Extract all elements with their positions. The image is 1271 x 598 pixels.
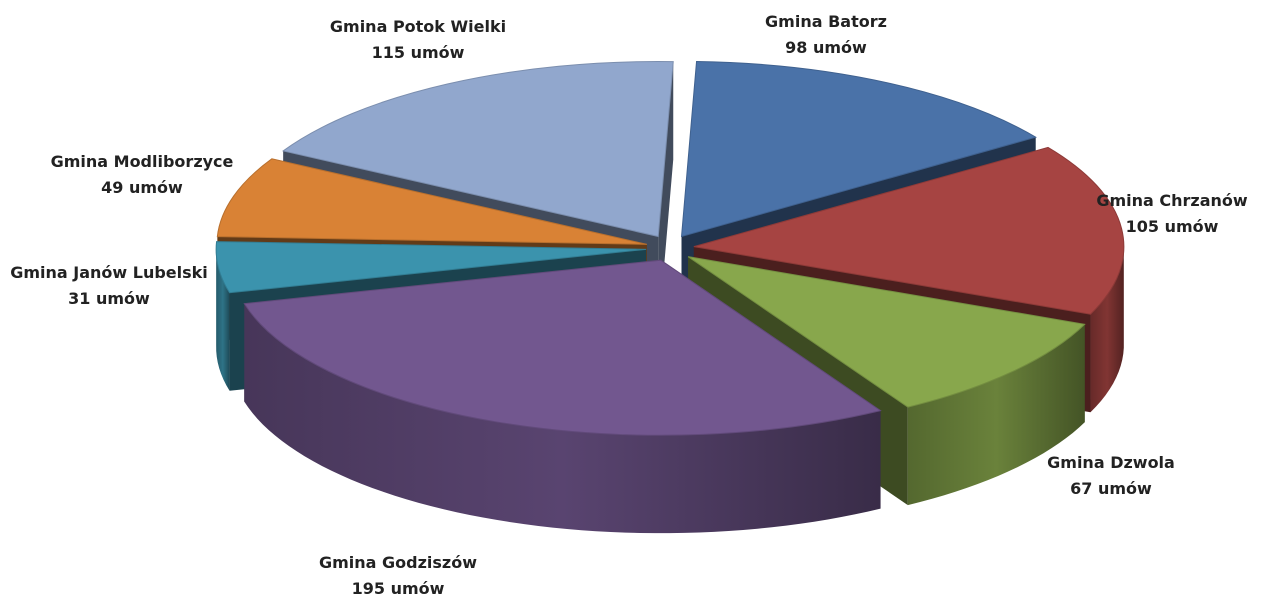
pie-slice xyxy=(693,146,1125,315)
slice-value-label: 67 umów xyxy=(1070,479,1152,498)
slice-name-label: Gmina Dzwola xyxy=(1047,453,1175,472)
slice-value-label: 105 umów xyxy=(1126,217,1219,236)
pie-labels: Gmina Batorz 98 umów Gmina Chrzanów 105 umó… xyxy=(10,12,1248,598)
slice-name-label: Gmina Chrzanów xyxy=(1096,191,1248,210)
pie-slice xyxy=(216,158,648,245)
slice-value-label: 115 umów xyxy=(372,43,465,62)
slice-name-label: Gmina Batorz xyxy=(765,12,887,31)
pie-slice-wall xyxy=(244,303,881,534)
slice-name-label: Gmina Godziszów xyxy=(319,553,477,572)
pie-slice xyxy=(687,256,1086,408)
pie-slice xyxy=(215,241,647,294)
pie-slice xyxy=(243,259,882,436)
pie-slice xyxy=(281,60,674,238)
pie-slice-wall xyxy=(907,324,1085,506)
slice-name-label: Gmina Potok Wielki xyxy=(330,17,506,36)
slice-value-label: 31 umów xyxy=(68,289,150,308)
slice-value-label: 195 umów xyxy=(352,579,445,598)
pie-slice xyxy=(680,61,1037,238)
pie-slice-wall xyxy=(1090,243,1124,413)
slice-value-label: 98 umów xyxy=(785,38,867,57)
slice-name-label: Gmina Modliborzyce xyxy=(51,152,234,171)
pie-slice-wall xyxy=(216,247,230,391)
slice-name-label: Gmina Janów Lubelski xyxy=(10,263,208,282)
slice-value-label: 49 umów xyxy=(101,178,183,197)
pie-tops xyxy=(215,60,1125,436)
